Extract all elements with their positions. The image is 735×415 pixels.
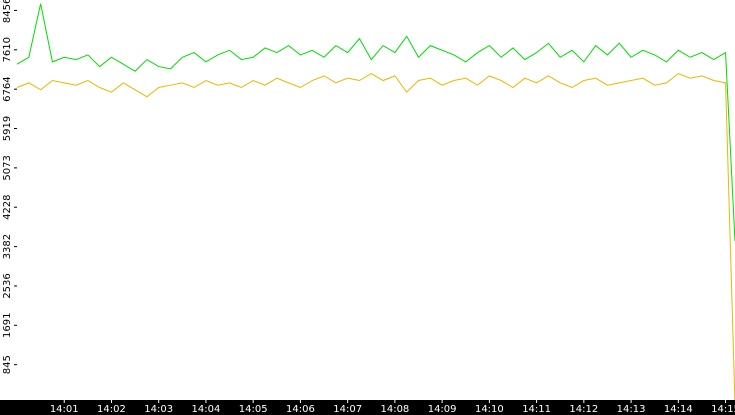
x-axis-band	[0, 400, 735, 415]
series-line	[16, 3, 735, 242]
series-line	[16, 72, 735, 405]
y-tick-label: 3382	[2, 234, 13, 259]
y-tick-label: 5919	[2, 116, 13, 141]
x-tick-label: 14:08	[380, 404, 409, 415]
y-tick-label: 4228	[2, 194, 13, 219]
x-tick-label: 14:05	[239, 404, 268, 415]
x-tick-label: 14:11	[522, 404, 551, 415]
x-tick-label: 14:01	[50, 404, 79, 415]
x-tick-label: 14:09	[428, 404, 457, 415]
y-tick-label: 845	[2, 355, 13, 374]
x-tick-label: 14:03	[144, 404, 173, 415]
x-tick-label: 14:13	[617, 404, 646, 415]
y-tick-label: 7610	[2, 37, 13, 62]
x-tick-label: 14:10	[475, 404, 504, 415]
x-tick-label: 14:12	[569, 404, 598, 415]
x-tick-label: 14:14	[664, 404, 693, 415]
x-tick-label: 14:07	[333, 404, 362, 415]
x-tick-label: 14:15	[711, 404, 735, 415]
y-tick-label: 1691	[2, 313, 13, 338]
y-tick-label: 5073	[2, 155, 13, 180]
y-tick-label: 6764	[2, 76, 13, 101]
x-tick-label: 14:06	[286, 404, 315, 415]
y-tick-label: 8456	[2, 0, 13, 23]
y-tick-label: 2536	[2, 273, 13, 298]
x-tick-label: 14:04	[192, 404, 221, 415]
x-tick-label: 14:02	[97, 404, 126, 415]
